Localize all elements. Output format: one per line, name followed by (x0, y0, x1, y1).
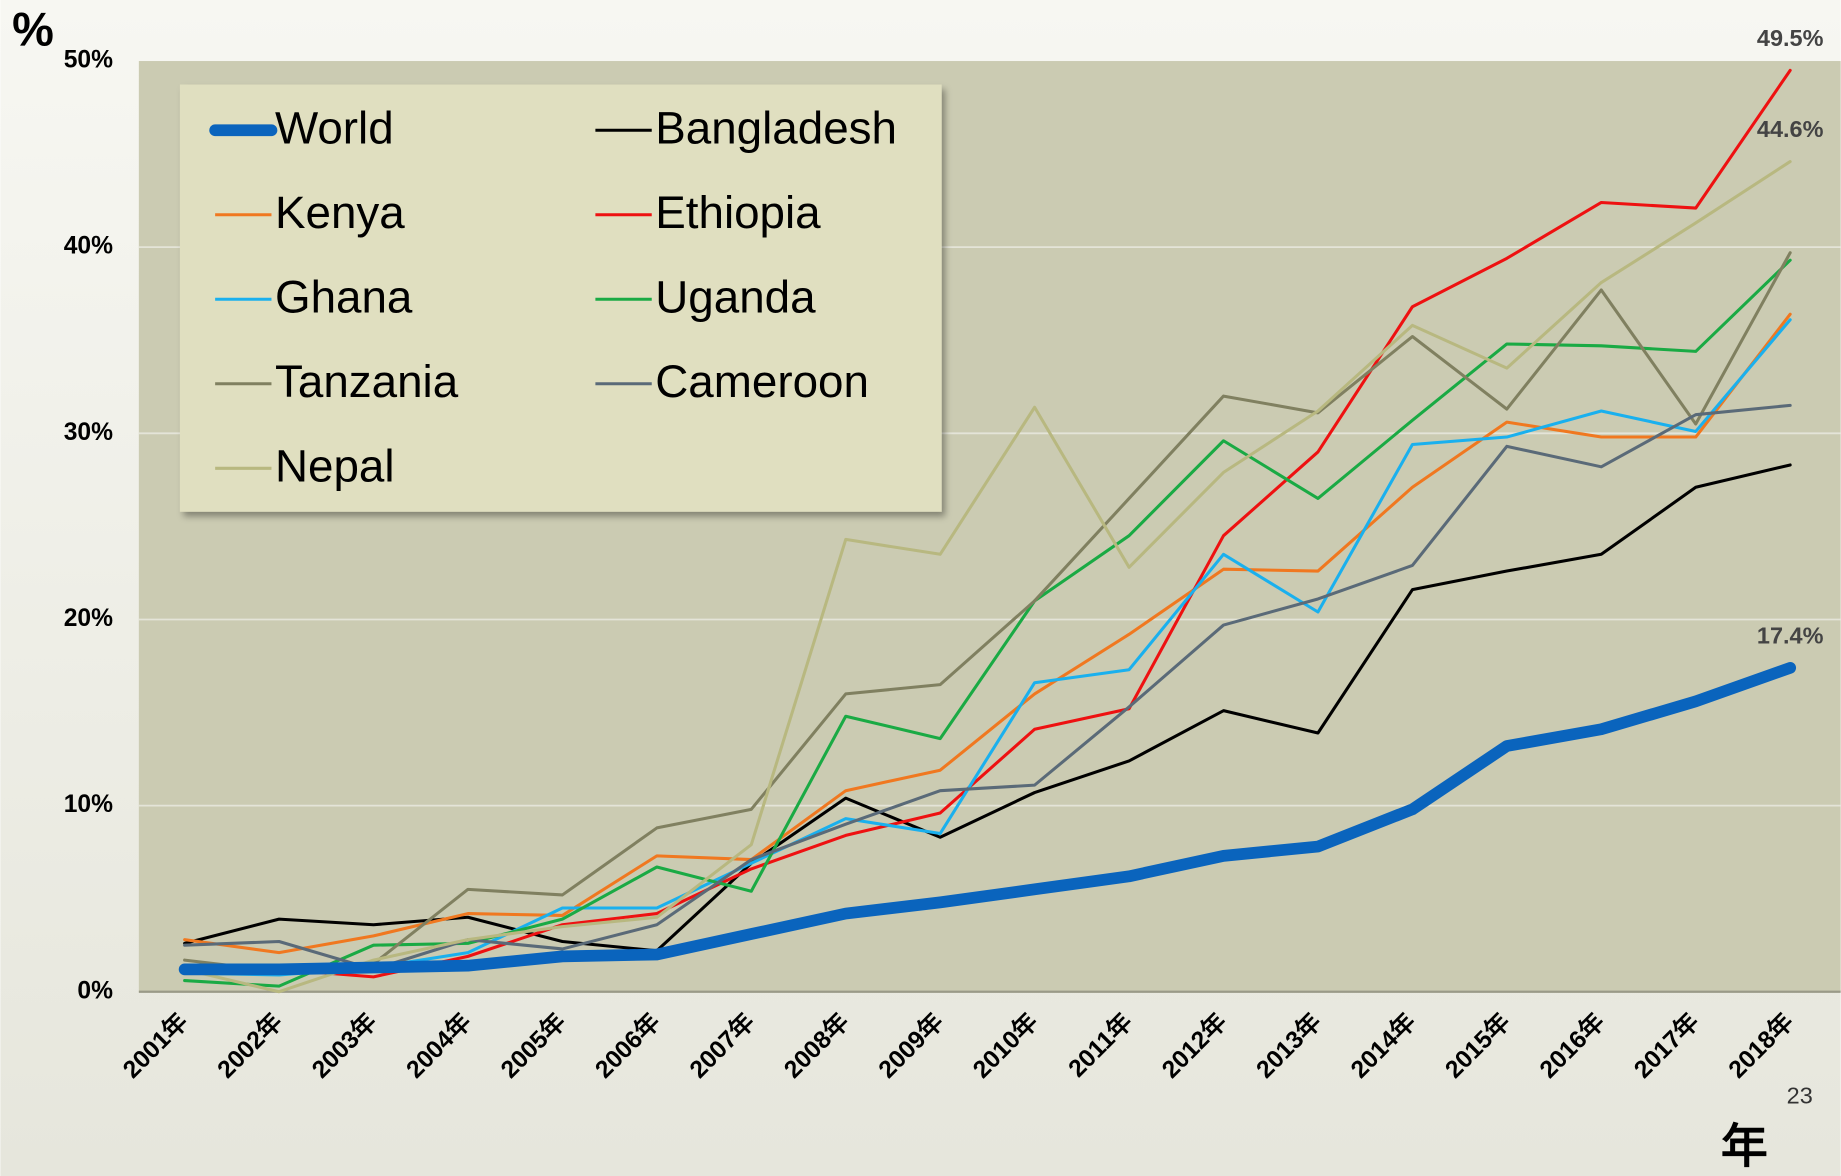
page-number: 23 (1787, 1083, 1813, 1109)
series-line (183, 318, 1792, 977)
x-axis-label: 年 (1721, 1121, 1768, 1173)
legend-box (179, 84, 942, 512)
y-axis-label: % (12, 3, 54, 55)
legend-label: Ethiopia (655, 187, 821, 238)
legend-label: Bangladesh (655, 103, 897, 154)
y-tick-label: 20% (64, 605, 113, 632)
series-line (183, 312, 1792, 955)
series-line (183, 68, 1792, 979)
series-line (183, 160, 1792, 994)
y-tick-label: 0% (77, 977, 113, 1004)
legend-label: Cameroon (655, 356, 869, 407)
legend: World Bangladesh Kenya Ethiopia Ghana Uganda T… (209, 103, 897, 492)
legend-label: Kenya (275, 187, 405, 238)
legend-label: Nepal (275, 441, 395, 492)
legend-label: Uganda (655, 272, 816, 323)
data-label: 49.5% (1757, 25, 1824, 51)
data-label: 17.4% (1757, 623, 1824, 649)
legend-label: World (275, 103, 394, 154)
legend-label: Ghana (275, 272, 413, 323)
y-tick-label: 30% (64, 419, 113, 446)
series-line (178, 661, 1797, 976)
y-tick-label: 40% (64, 233, 113, 260)
y-tick-label: 10% (64, 791, 113, 818)
y-tick-label: 50% (64, 47, 113, 74)
legend-label: Tanzania (275, 356, 459, 407)
lines (178, 68, 1797, 994)
data-label: 44.6% (1757, 116, 1824, 142)
series-line (183, 251, 1792, 973)
